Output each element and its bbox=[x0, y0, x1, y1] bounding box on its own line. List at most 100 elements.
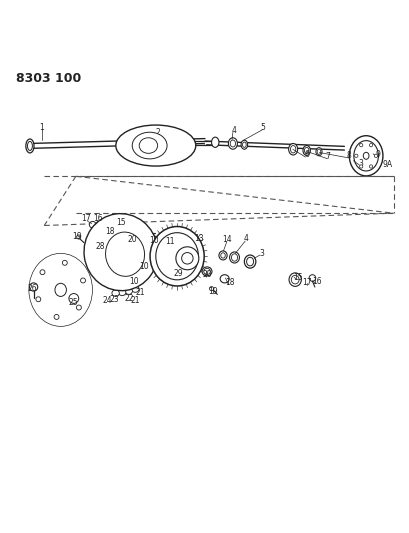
Text: 9A: 9A bbox=[382, 160, 391, 169]
Text: 3: 3 bbox=[258, 249, 263, 258]
Circle shape bbox=[175, 247, 198, 270]
Circle shape bbox=[369, 143, 372, 147]
Text: 15: 15 bbox=[292, 273, 302, 281]
Text: 17: 17 bbox=[301, 278, 311, 287]
Text: 21: 21 bbox=[135, 288, 145, 297]
Text: 14: 14 bbox=[222, 235, 231, 244]
Ellipse shape bbox=[29, 253, 92, 326]
Ellipse shape bbox=[317, 149, 320, 155]
Text: 18: 18 bbox=[224, 278, 234, 287]
Text: 10: 10 bbox=[129, 277, 139, 286]
Circle shape bbox=[373, 154, 377, 157]
Ellipse shape bbox=[105, 232, 144, 276]
Ellipse shape bbox=[348, 136, 382, 176]
Ellipse shape bbox=[97, 244, 106, 252]
Ellipse shape bbox=[362, 152, 368, 159]
Ellipse shape bbox=[303, 148, 308, 154]
Text: 19: 19 bbox=[208, 287, 218, 296]
Circle shape bbox=[29, 283, 38, 291]
Ellipse shape bbox=[218, 251, 227, 260]
Text: 13: 13 bbox=[193, 234, 203, 243]
Text: 21: 21 bbox=[130, 296, 140, 305]
Ellipse shape bbox=[202, 267, 211, 276]
Text: 4: 4 bbox=[243, 234, 248, 243]
Ellipse shape bbox=[106, 241, 114, 249]
Ellipse shape bbox=[353, 141, 378, 171]
Ellipse shape bbox=[125, 288, 132, 294]
Ellipse shape bbox=[220, 274, 229, 283]
Circle shape bbox=[369, 165, 372, 168]
Text: 17: 17 bbox=[81, 214, 91, 223]
Circle shape bbox=[98, 247, 108, 258]
Circle shape bbox=[69, 294, 79, 303]
Ellipse shape bbox=[240, 140, 247, 149]
Text: 2: 2 bbox=[155, 128, 160, 138]
Ellipse shape bbox=[244, 255, 255, 268]
Circle shape bbox=[89, 221, 96, 228]
Text: 11: 11 bbox=[164, 237, 174, 246]
Text: 22: 22 bbox=[124, 294, 134, 303]
Ellipse shape bbox=[112, 290, 119, 296]
Ellipse shape bbox=[229, 252, 239, 263]
Circle shape bbox=[76, 235, 81, 239]
Ellipse shape bbox=[27, 141, 32, 150]
Ellipse shape bbox=[30, 255, 91, 325]
Text: 24: 24 bbox=[102, 296, 112, 305]
Ellipse shape bbox=[288, 273, 301, 286]
Ellipse shape bbox=[139, 138, 157, 154]
Circle shape bbox=[181, 253, 193, 264]
Ellipse shape bbox=[88, 239, 99, 249]
Ellipse shape bbox=[132, 132, 167, 159]
Text: 9: 9 bbox=[374, 150, 379, 159]
Circle shape bbox=[209, 287, 213, 290]
Text: 10: 10 bbox=[149, 236, 159, 245]
Ellipse shape bbox=[150, 227, 204, 286]
Text: 20: 20 bbox=[127, 235, 137, 244]
Circle shape bbox=[62, 260, 67, 265]
Ellipse shape bbox=[36, 261, 85, 319]
Circle shape bbox=[359, 143, 362, 147]
Text: 8: 8 bbox=[346, 151, 351, 160]
Circle shape bbox=[308, 274, 315, 281]
Circle shape bbox=[54, 314, 59, 319]
Circle shape bbox=[101, 250, 106, 255]
Text: 18: 18 bbox=[105, 227, 115, 236]
Ellipse shape bbox=[302, 146, 310, 156]
Ellipse shape bbox=[246, 257, 253, 266]
Ellipse shape bbox=[173, 268, 185, 279]
Text: 20: 20 bbox=[202, 270, 211, 279]
Text: 23: 23 bbox=[110, 295, 119, 304]
Text: 28: 28 bbox=[95, 243, 105, 252]
Text: 3: 3 bbox=[357, 159, 362, 168]
Ellipse shape bbox=[55, 284, 66, 296]
Ellipse shape bbox=[88, 246, 99, 255]
Circle shape bbox=[354, 154, 357, 157]
Ellipse shape bbox=[103, 239, 116, 251]
Text: 16: 16 bbox=[312, 277, 321, 286]
Circle shape bbox=[81, 278, 85, 283]
Ellipse shape bbox=[131, 286, 139, 292]
Text: 26: 26 bbox=[28, 284, 38, 293]
Ellipse shape bbox=[228, 138, 237, 149]
Ellipse shape bbox=[231, 254, 237, 261]
Circle shape bbox=[40, 270, 45, 274]
Circle shape bbox=[359, 165, 362, 168]
Ellipse shape bbox=[211, 137, 218, 148]
Text: 29: 29 bbox=[173, 269, 183, 278]
Circle shape bbox=[76, 305, 81, 310]
Ellipse shape bbox=[288, 143, 297, 155]
Text: 15: 15 bbox=[116, 217, 126, 227]
Ellipse shape bbox=[110, 222, 118, 231]
Circle shape bbox=[36, 297, 40, 302]
Ellipse shape bbox=[203, 268, 210, 274]
Text: 19: 19 bbox=[72, 232, 82, 241]
Text: 16: 16 bbox=[92, 214, 102, 223]
Ellipse shape bbox=[290, 146, 295, 153]
Ellipse shape bbox=[84, 214, 157, 290]
Text: 10: 10 bbox=[139, 262, 149, 271]
Text: 8303 100: 8303 100 bbox=[16, 72, 81, 85]
Ellipse shape bbox=[90, 254, 100, 263]
Text: 4: 4 bbox=[231, 126, 236, 135]
Text: 1: 1 bbox=[39, 123, 44, 132]
Ellipse shape bbox=[155, 233, 198, 280]
